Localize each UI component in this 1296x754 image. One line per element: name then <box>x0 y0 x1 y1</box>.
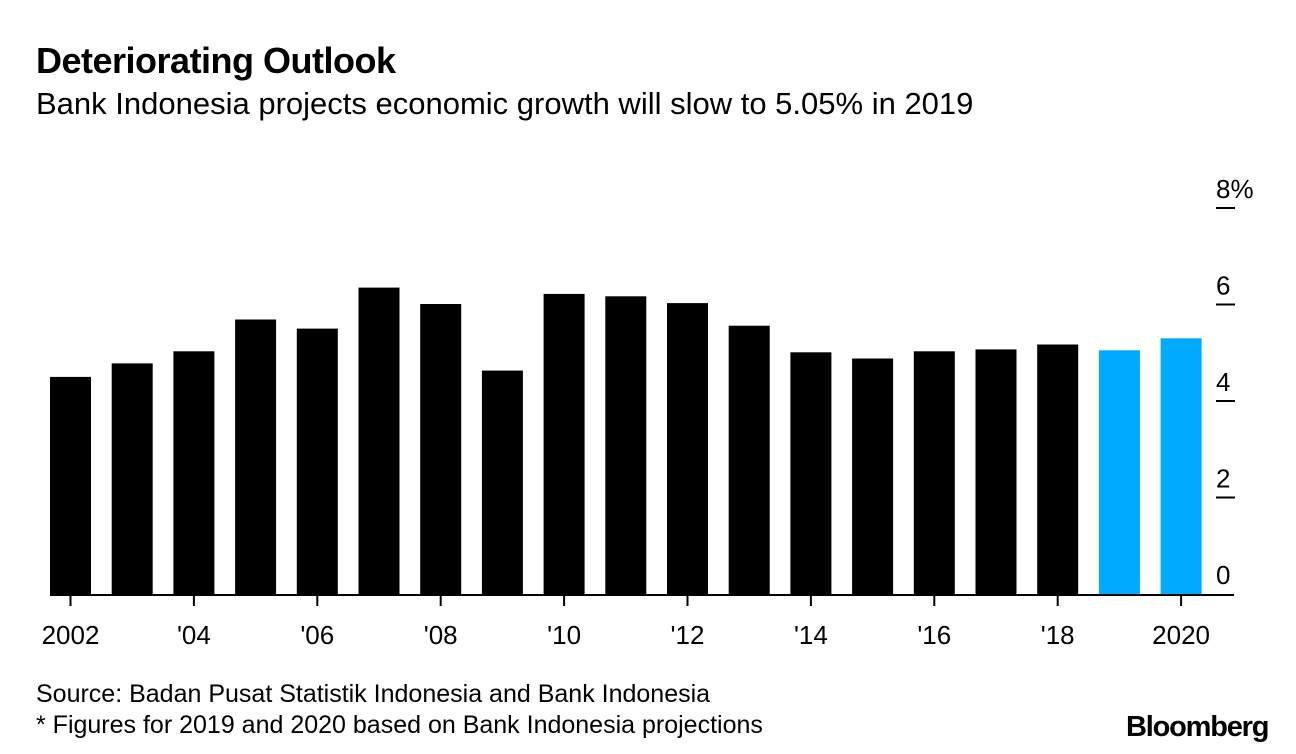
bar-chart: 0 2 4 6 8% 2002 '04 '06 '08 '10 '12 '14 '16 '18 2020 <box>42 174 1254 650</box>
x-tick-label: 2002 <box>42 620 100 650</box>
chart-title: Deteriorating Outlook <box>36 40 396 81</box>
bar-2020 <box>1160 338 1202 594</box>
source-note: Source: Badan Pusat Statistik Indonesia … <box>36 680 711 708</box>
x-tick-label: '04 <box>177 620 211 650</box>
bar-2018 <box>1037 344 1079 594</box>
bar-2011 <box>605 296 647 594</box>
x-tick-label: '08 <box>424 620 458 650</box>
y-tick-label: 4 <box>1216 367 1230 397</box>
bar-2017 <box>975 349 1017 594</box>
bar-2003 <box>111 363 153 594</box>
bar-2005 <box>235 319 277 594</box>
bar-2004 <box>173 351 215 594</box>
y-tick-label: 6 <box>1216 271 1230 301</box>
x-axis: 2002 '04 '06 '08 '10 '12 '14 '16 '18 2020 <box>42 594 1234 650</box>
x-tick-label: '18 <box>1041 620 1075 650</box>
bar-2016 <box>913 351 955 594</box>
x-tick-label: 2020 <box>1152 620 1210 650</box>
bar-2019 <box>1098 350 1140 594</box>
bar-2006 <box>296 328 338 594</box>
x-tick-label: '06 <box>300 620 334 650</box>
bar-2007 <box>358 287 400 594</box>
y-tick-label: 0 <box>1216 560 1230 590</box>
bar-2015 <box>852 358 894 594</box>
bar-2013 <box>728 325 770 594</box>
y-tick-label: 2 <box>1216 464 1230 494</box>
bloomberg-logo: Bloomberg <box>1126 711 1269 743</box>
x-tick-label: '12 <box>671 620 705 650</box>
y-tick-label: 8% <box>1216 174 1254 204</box>
chart-subtitle: Bank Indonesia projects economic growth … <box>36 86 974 121</box>
y-axis: 0 2 4 6 8% <box>1216 174 1254 590</box>
bar-2008 <box>420 304 462 594</box>
x-tick-label: '14 <box>794 620 828 650</box>
bar-2012 <box>667 303 708 594</box>
bar-2002 <box>50 376 91 594</box>
bar-2009 <box>481 370 523 594</box>
x-tick-label: '10 <box>547 620 581 650</box>
bar-2010 <box>543 293 585 594</box>
bar-2014 <box>790 352 832 594</box>
x-tick-label: '16 <box>917 620 951 650</box>
bar-group <box>50 287 1202 594</box>
projection-footnote: * Figures for 2019 and 2020 based on Ban… <box>36 711 763 739</box>
